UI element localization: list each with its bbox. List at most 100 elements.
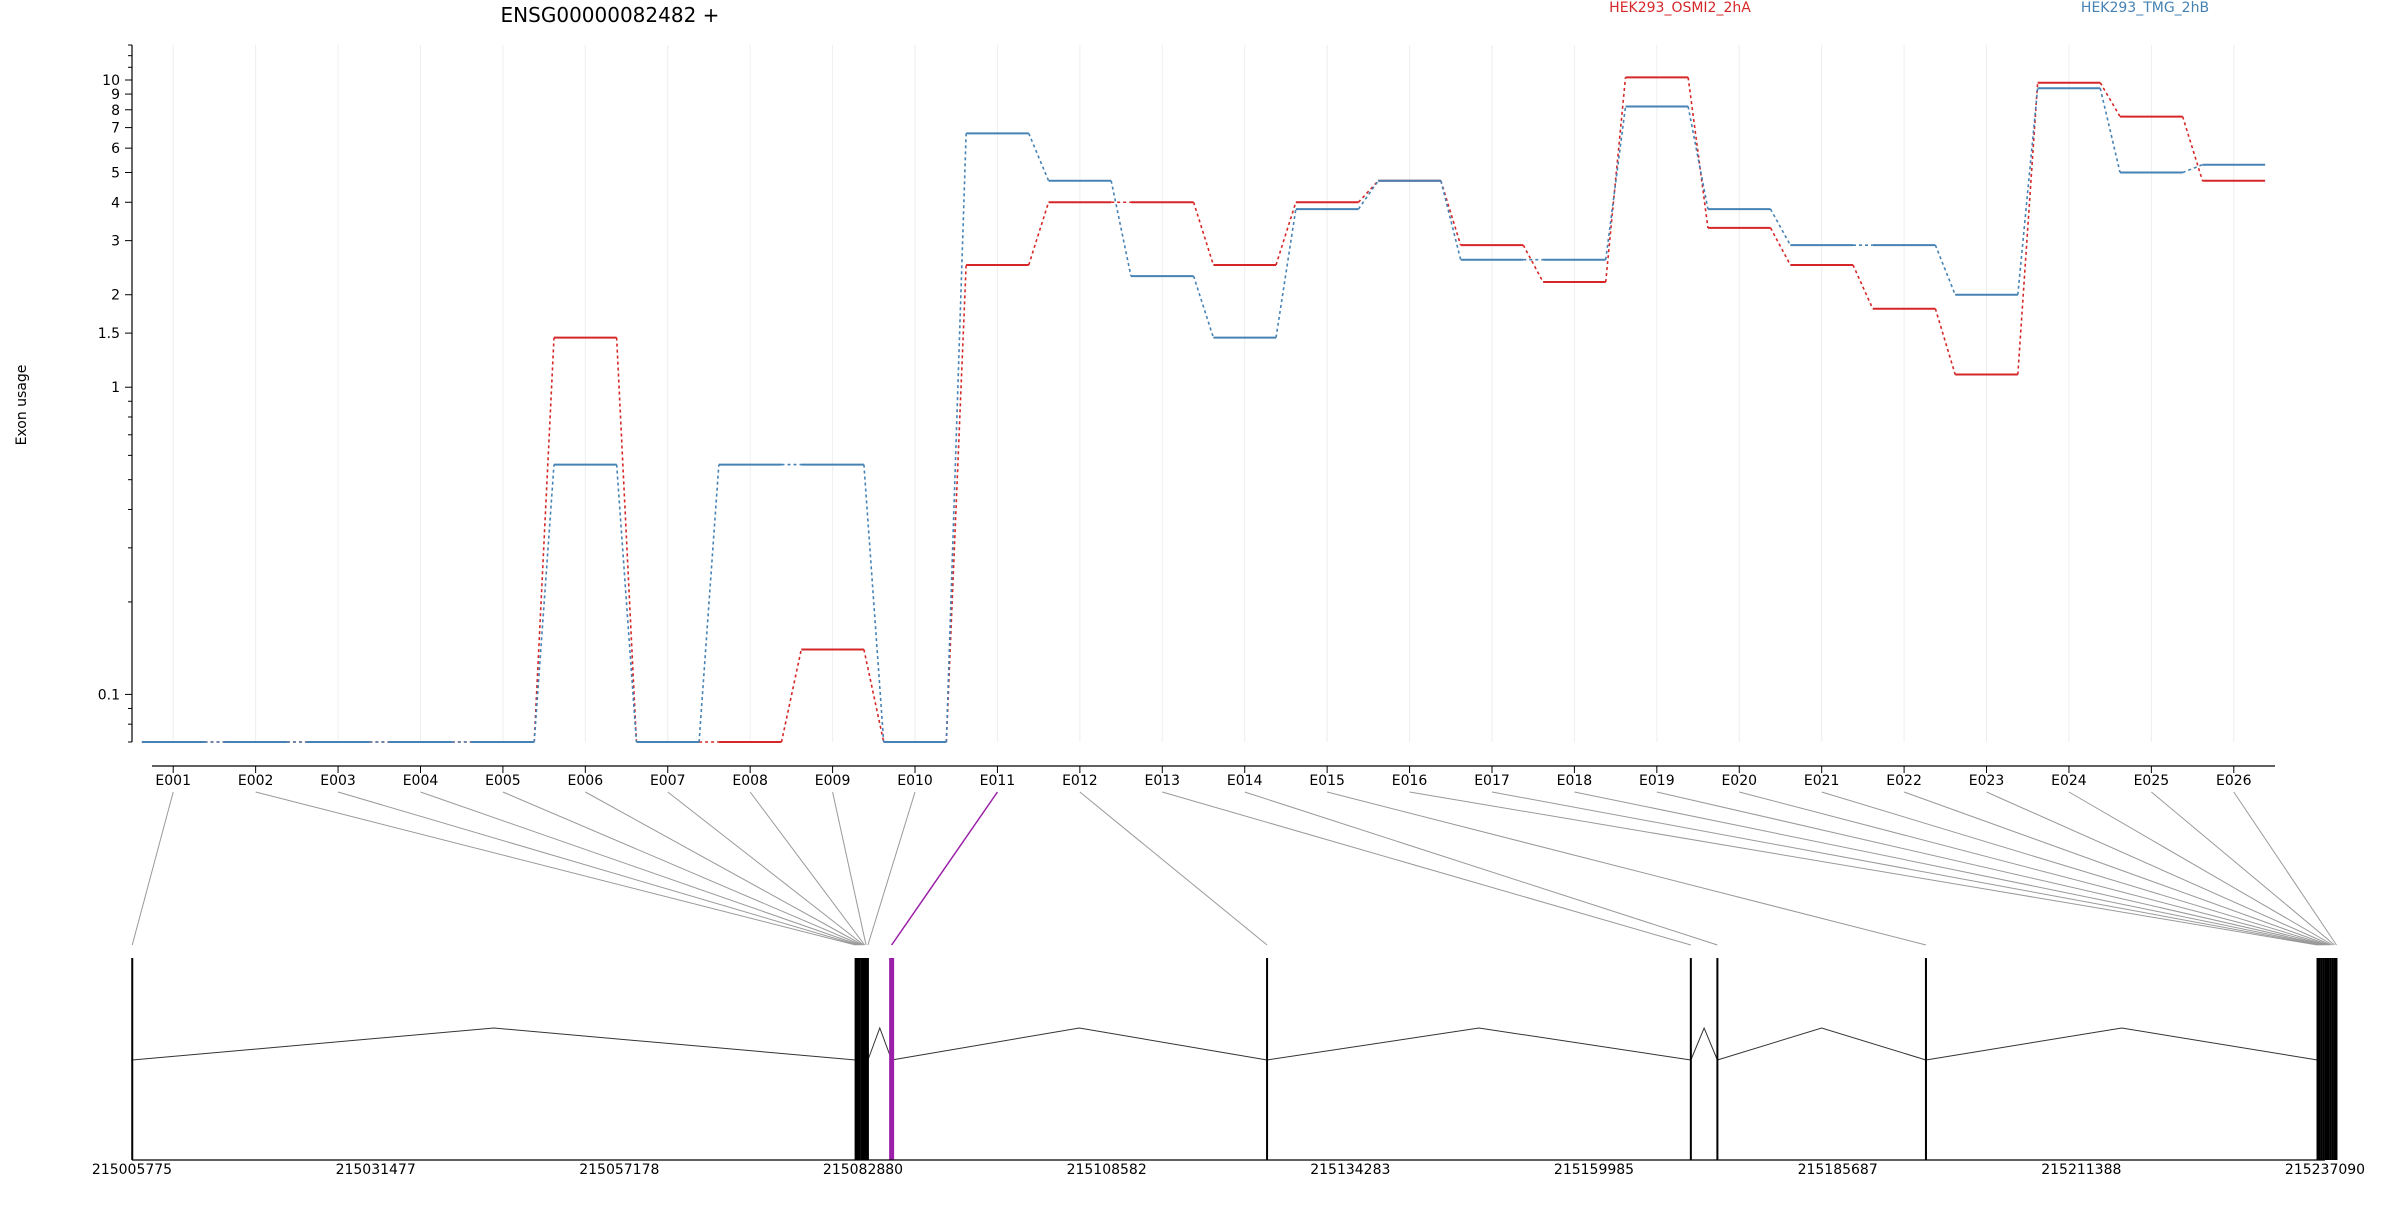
x-tick-label: E023 xyxy=(1969,773,2005,789)
y-tick-label: 0.1 xyxy=(98,687,120,703)
exon-connector xyxy=(1821,791,2328,946)
exon-connector xyxy=(1491,791,2320,946)
y-tick-label: 5 xyxy=(111,165,120,181)
exon-connector xyxy=(131,791,174,946)
genomic-tick-label: 215108582 xyxy=(1067,1162,1147,1178)
series-1-connector xyxy=(2181,116,2204,181)
series-1-connector xyxy=(863,649,885,743)
exon-connector xyxy=(420,791,860,946)
series-1-connector xyxy=(1522,244,1544,283)
series-2-connector xyxy=(2099,88,2121,173)
x-tick-label: E026 xyxy=(2216,773,2252,789)
x-tick-label: E016 xyxy=(1392,773,1428,789)
series-1-connector xyxy=(780,649,803,743)
x-tick-label: E001 xyxy=(155,773,191,789)
exon-connector xyxy=(1244,791,1718,946)
y-tick-label: 3 xyxy=(111,234,120,250)
series-2-connector xyxy=(1192,275,1215,338)
y-tick-label: 7 xyxy=(111,121,120,137)
chart-title: ENSG00000082482 + xyxy=(501,3,720,27)
x-tick-label: E002 xyxy=(238,773,274,789)
genomic-tick-label: 215057178 xyxy=(579,1162,659,1178)
exon-connector xyxy=(2151,791,2335,946)
intron-line xyxy=(1266,1027,1691,1061)
y-tick-label: 1.5 xyxy=(98,326,120,342)
series-2-connector xyxy=(1769,208,1792,246)
series-2-connector xyxy=(615,464,638,743)
series-2-connector xyxy=(1275,208,1297,338)
exon-connector xyxy=(1986,791,2331,946)
y-tick-label: 2 xyxy=(111,288,120,304)
intron-line xyxy=(1690,1026,1718,1061)
exon-connector xyxy=(2068,791,2333,946)
exon-connector xyxy=(1079,791,1268,946)
series-1-connector xyxy=(1028,202,1050,266)
exon-connector xyxy=(867,791,916,946)
exon-connector xyxy=(1574,791,2322,946)
y-tick-label: 9 xyxy=(111,87,120,103)
y-axis-label: Exon usage xyxy=(14,365,30,446)
exon-connector xyxy=(1656,791,2324,946)
y-tick-label: 8 xyxy=(111,103,120,119)
intron-line xyxy=(867,1026,893,1061)
series-2-connector xyxy=(1028,133,1050,182)
exon-connector xyxy=(255,791,856,946)
x-tick-label: E013 xyxy=(1144,773,1180,789)
genomic-tick-label: 215185687 xyxy=(1798,1162,1878,1178)
intron-line xyxy=(132,1027,856,1061)
series-1-connector xyxy=(1275,202,1297,266)
intron-line xyxy=(891,1027,1268,1061)
series-2-connector xyxy=(1110,180,1132,277)
genomic-tick-label: 215134283 xyxy=(1310,1162,1390,1178)
series-1-connector xyxy=(1852,264,1874,310)
series-1-connector xyxy=(1769,227,1792,266)
genomic-tick-label: 215211388 xyxy=(2041,1162,2121,1178)
genomic-tick-label: 215082880 xyxy=(823,1162,903,1178)
x-tick-label: E014 xyxy=(1227,773,1263,789)
series-2-connector xyxy=(1934,244,1956,296)
exon-connector xyxy=(891,791,999,946)
x-tick-label: E006 xyxy=(568,773,604,789)
series-2-connector xyxy=(1604,106,1627,260)
y-tick-label: 4 xyxy=(111,195,120,211)
series-2-connector xyxy=(698,464,720,743)
x-tick-label: E010 xyxy=(897,773,933,789)
genomic-tick-label: 215237090 xyxy=(2285,1162,2365,1178)
exon-connector xyxy=(667,791,864,946)
gene-model-layer: 215005775 215031477 215057178 215082880 2151… xyxy=(92,958,2365,1178)
x-tick-label: E024 xyxy=(2051,773,2087,789)
x-tick-label: E003 xyxy=(320,773,356,789)
exon-connector xyxy=(502,791,862,946)
x-tick-label: E005 xyxy=(485,773,521,789)
x-tick-label: E017 xyxy=(1474,773,1510,789)
x-tick-label: E025 xyxy=(2134,773,2170,789)
x-tick-label: E007 xyxy=(650,773,686,789)
y-tick-label: 6 xyxy=(111,141,120,157)
genomic-tick-label: 215159985 xyxy=(1554,1162,1634,1178)
series-1-connector xyxy=(1192,202,1215,266)
exon-connector xyxy=(585,791,863,946)
series-1-connector xyxy=(615,337,638,743)
series-2-connector xyxy=(863,464,885,743)
exon-connector xyxy=(1327,791,1927,946)
exon-connector xyxy=(1739,791,2326,946)
x-tick-label: E004 xyxy=(403,773,439,789)
legend-label-series-1: HEK293_OSMI2_2hA xyxy=(1609,0,1751,16)
series-1-connector xyxy=(1934,308,1956,375)
series-1-connector xyxy=(533,337,555,743)
x-tick-label: E009 xyxy=(815,773,851,789)
intron-line xyxy=(1925,1027,2318,1061)
exon-connector xyxy=(832,791,867,946)
genomic-tick-label: 215031477 xyxy=(336,1162,416,1178)
exon-connector xyxy=(1903,791,2330,946)
series-2-connector xyxy=(945,133,967,743)
exon-connector xyxy=(337,791,858,946)
x-tick-label: E012 xyxy=(1062,773,1098,789)
x-tick-label: E011 xyxy=(980,773,1016,789)
x-tick-label: E019 xyxy=(1639,773,1675,789)
x-tick-label: E020 xyxy=(1721,773,1757,789)
series-1-connector xyxy=(1440,180,1462,246)
